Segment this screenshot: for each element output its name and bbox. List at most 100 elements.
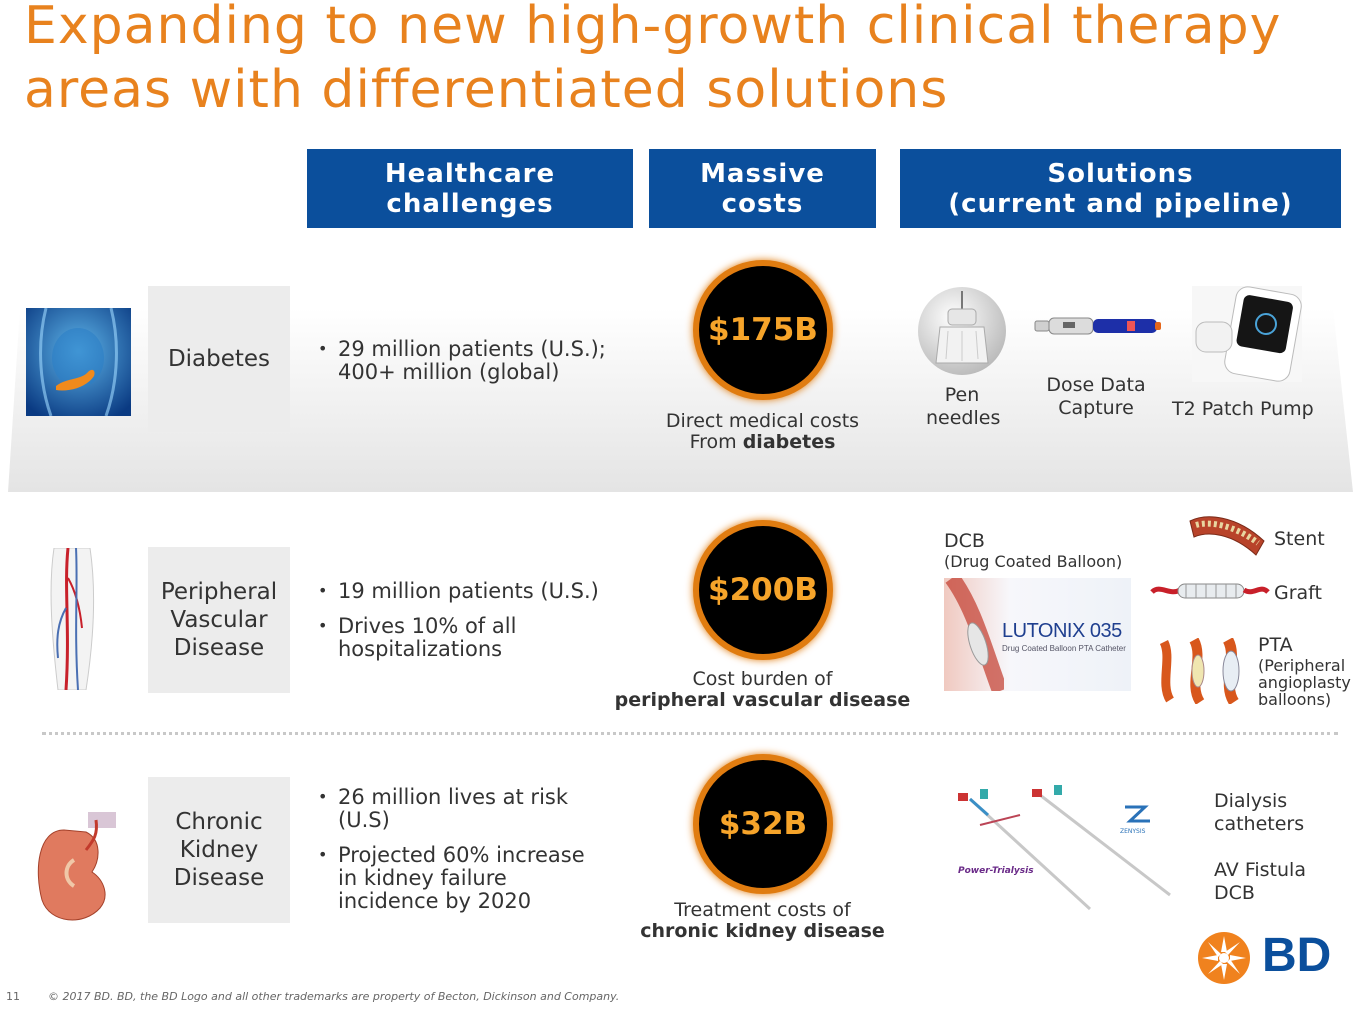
pancreas-anatomy-image	[26, 308, 131, 416]
lutonix-product-image: LUTONIX 035 Drug Coated Balloon PTA Cath…	[944, 578, 1131, 691]
row-label-peripheral-vascular-disease: Peripheral Vascular Disease	[148, 547, 290, 693]
copyright-footer: © 2017 BD. BD, the BD Logo and all other…	[48, 990, 620, 1003]
solution-pen-needles: Pen needles	[926, 384, 1001, 430]
cost-caption-diabetes: Direct medical costs From diabetes	[640, 411, 885, 453]
patch-pump-image	[1192, 286, 1302, 382]
label-text: Chronic	[175, 809, 263, 835]
solution-text: DCB	[1214, 882, 1255, 904]
zenysis-logo-text: ZENYSIS	[1120, 828, 1146, 835]
bullet-text: Drives 10% of all	[338, 614, 517, 638]
bullet-text: incidence by 2020	[338, 889, 532, 913]
label-text: Disease	[173, 865, 265, 891]
label-lines: Peripheral Vascular Disease	[161, 578, 277, 662]
pen-needle-image	[918, 287, 1006, 375]
cost-value: $200B	[708, 572, 818, 608]
caption-line: From diabetes	[640, 432, 885, 453]
bullet-text: (U.S)	[338, 808, 390, 832]
caption-line: Direct medical costs	[665, 410, 860, 432]
solution-dialysis-catheters: Dialysis catheters	[1214, 790, 1304, 836]
cost-caption-ckd: Treatment costs of chronic kidney diseas…	[620, 900, 905, 942]
solution-pta: PTA (Peripheral angioplasty balloons)	[1258, 634, 1351, 708]
header-text: challenges	[386, 188, 554, 219]
caption-bold: chronic kidney disease	[640, 920, 885, 942]
solution-text: DCB	[944, 530, 985, 552]
solution-text: PTA	[1258, 634, 1293, 656]
label-text: Peripheral	[160, 579, 278, 605]
bullet-text: 400+ million (global)	[338, 360, 560, 384]
page-title: Expanding to new high-growth clinical th…	[24, 0, 1281, 122]
row-divider	[42, 732, 1338, 735]
solution-dcb: DCB (Drug Coated Balloon)	[944, 530, 1122, 570]
bullet-text: in kidney failure	[338, 866, 507, 890]
bullet-text: 26 million lives at risk	[338, 785, 569, 809]
solution-text: Capture	[1058, 397, 1134, 419]
solution-t2-patch-pump: T2 Patch Pump	[1172, 398, 1314, 421]
header-solutions: Solutions (current and pipeline)	[900, 149, 1341, 228]
header-text: (current and pipeline)	[948, 188, 1293, 219]
solution-text: Pen	[944, 384, 980, 406]
solution-dose-data-capture: Dose Data Capture	[1040, 374, 1152, 420]
solution-text: Stent	[1274, 528, 1325, 550]
solution-subtext: angioplasty	[1258, 673, 1351, 692]
bullet-text: 19 million patients (U.S.)	[338, 579, 599, 603]
solution-stent: Stent	[1274, 528, 1325, 551]
pta-balloon-image	[1159, 638, 1240, 704]
cost-circle-diabetes: $175B	[693, 260, 833, 400]
caption-prefix: From	[689, 431, 743, 453]
header-text: Healthcare	[384, 158, 556, 189]
kidney-image	[37, 812, 116, 921]
bullet-text: Projected 60% increase	[338, 843, 585, 867]
caption-bold: peripheral vascular disease	[614, 689, 911, 711]
lutonix-brand: LUTONIX 035	[1002, 620, 1122, 642]
dialysis-catheter-image: ZENYSIS Power-Trialysis	[958, 785, 1171, 911]
bullet-text: 29 million patients (U.S.);	[338, 337, 606, 361]
label-lines: Chronic Kidney Disease	[174, 808, 264, 892]
label-text: Disease	[173, 635, 265, 661]
dose-capture-pen-image	[1034, 317, 1161, 335]
lutonix-subtitle: Drug Coated Balloon PTA Catheter	[1002, 644, 1126, 653]
header-text: Solutions	[1047, 158, 1194, 189]
row-label-diabetes: Diabetes	[148, 286, 290, 432]
solution-text: catheters	[1214, 813, 1305, 835]
cost-circle-pvd: $200B	[693, 520, 833, 660]
label-text: Vascular	[170, 607, 268, 633]
balloon-catheter-graphic	[945, 578, 1004, 691]
solution-subtext: (Peripheral	[1258, 656, 1346, 675]
cost-value: $32B	[718, 806, 808, 842]
label-text: Diabetes	[167, 346, 271, 372]
bd-starburst-icon	[1198, 932, 1250, 984]
cost-caption-pvd: Cost burden of peripheral vascular disea…	[600, 669, 925, 711]
solution-text: Dialysis	[1214, 790, 1288, 812]
header-healthcare-challenges: Healthcare challenges	[307, 149, 633, 228]
caption-bold: diabetes	[742, 431, 836, 453]
solution-text: T2 Patch Pump	[1172, 398, 1314, 420]
powertrialysis-logo-text: Power-Trialysis	[958, 866, 1034, 876]
bullet-item: Projected 60% increase in kidney failure…	[318, 843, 585, 913]
solution-subtext: (Drug Coated Balloon)	[944, 552, 1123, 571]
solution-av-fistula-dcb: AV Fistula DCB	[1214, 859, 1306, 905]
bullet-item: Drives 10% of all hospitalizations	[318, 614, 599, 661]
cost-value: $175B	[708, 312, 818, 348]
bullet-item: 19 million patients (U.S.)	[318, 579, 599, 603]
solution-subtext: balloons)	[1258, 690, 1332, 709]
stent-image	[1189, 516, 1265, 556]
solution-text: Dose Data	[1046, 374, 1146, 396]
bullet-item: 26 million lives at risk (U.S)	[318, 785, 585, 832]
title-line-2: areas with differentiated solutions	[24, 60, 949, 120]
solution-text: needles	[926, 407, 1001, 429]
graft-image	[1150, 583, 1270, 599]
solution-text: Graft	[1274, 582, 1322, 604]
title-line-1: Expanding to new high-growth clinical th…	[24, 0, 1282, 56]
ckd-bullets: 26 million lives at risk (U.S) Projected…	[318, 785, 585, 925]
page-number: 11	[6, 990, 20, 1003]
label-text: Kidney	[179, 837, 259, 863]
pvd-bullets: 19 million patients (U.S.) Drives 10% of…	[318, 579, 599, 673]
bd-logo-text: BD	[1262, 929, 1332, 982]
header-massive-costs: Massive costs	[649, 149, 876, 228]
solution-graft: Graft	[1274, 582, 1322, 605]
solution-text: AV Fistula	[1214, 859, 1306, 881]
header-text: costs	[721, 188, 804, 219]
bullet-item: 29 million patients (U.S.); 400+ million…	[318, 337, 606, 384]
diabetes-bullets: 29 million patients (U.S.); 400+ million…	[318, 337, 606, 396]
caption-line: Treatment costs of	[674, 899, 851, 921]
